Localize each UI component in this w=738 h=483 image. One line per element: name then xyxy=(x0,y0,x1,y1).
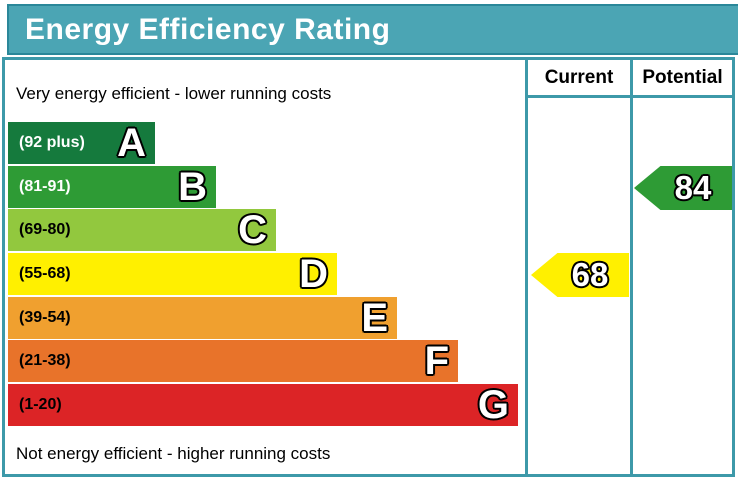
current-column-header: Current xyxy=(544,67,614,88)
top-note: Very energy efficient - lower running co… xyxy=(16,84,332,103)
band-range-label: (21-38) xyxy=(19,352,71,369)
band-grade-letter: A xyxy=(117,121,146,165)
rating-band-row: (92 plus) A xyxy=(8,122,155,164)
chart-title-bar: Energy Efficiency Rating xyxy=(7,4,738,55)
band-range-label: (92 plus) xyxy=(19,134,85,151)
band-range-label: (39-54) xyxy=(19,309,71,326)
band-range-label: (1-20) xyxy=(19,396,62,413)
rating-band-row: (39-54) E xyxy=(8,297,397,339)
rating-band-row: (1-20) G xyxy=(8,384,518,426)
potential-rating-value: 84 xyxy=(674,169,712,206)
rating-band-row: (55-68) D xyxy=(8,253,337,295)
rating-band-row: (21-38) F xyxy=(8,340,458,382)
rating-band-row: (81-91) B xyxy=(8,166,216,208)
band-grade-letter: E xyxy=(361,296,388,340)
current-column-divider xyxy=(525,57,528,477)
column-header-underline xyxy=(525,95,735,98)
band-grade-letter: G xyxy=(477,383,509,427)
current-rating-value: 68 xyxy=(571,256,609,293)
current-rating-arrow: 68 xyxy=(531,253,629,297)
potential-column-header: Potential xyxy=(642,67,723,88)
band-range-label: (55-68) xyxy=(19,265,71,282)
band-grade-letter: F xyxy=(424,339,449,383)
rating-band-row: (69-80) C xyxy=(8,209,276,251)
band-grade-letter: D xyxy=(299,252,328,296)
bottom-note: Not energy efficient - higher running co… xyxy=(16,444,331,463)
band-range-label: (81-91) xyxy=(19,178,71,195)
band-grade-letter: C xyxy=(238,208,267,252)
chart-title: Energy Efficiency Rating xyxy=(25,12,391,46)
potential-column-divider xyxy=(630,57,633,477)
band-grade-letter: B xyxy=(178,165,207,209)
potential-rating-arrow: 84 xyxy=(634,166,732,210)
band-range-label: (69-80) xyxy=(19,221,71,238)
